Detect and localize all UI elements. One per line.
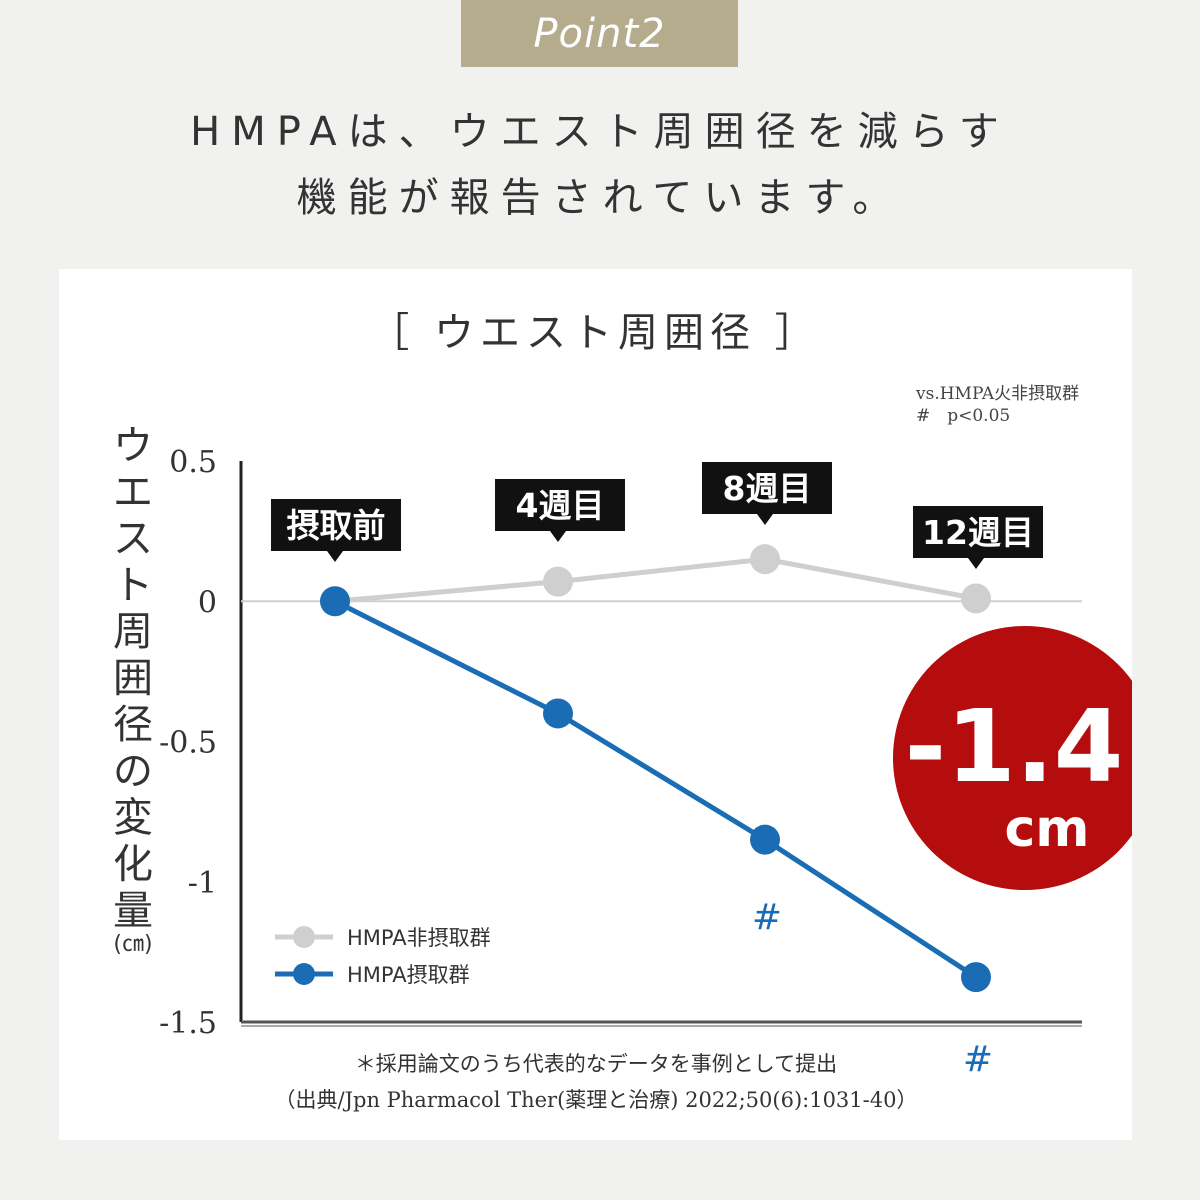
chart-panel: ［ ウエスト周囲径 ］ vs.HMPA火非摂取群 # p<0.05 ウエスト周囲径の変… [59,269,1132,1140]
significance-note-line: # p<0.05 [916,406,1010,426]
y-axis-label-char: ト [113,563,153,609]
data-point-control [543,566,573,597]
data-point-treatment [961,962,991,993]
y-axis-unit: (㎝) [113,932,152,957]
data-point-treatment [320,586,350,617]
category-pointer [757,514,773,525]
legend-marker [293,963,315,985]
y-axis-label-char: 囲 [113,656,153,702]
category-label-box [702,462,832,514]
significance-mark: # [963,1039,993,1080]
category-label: 12週目 [922,513,1034,552]
significance-note-line: vs.HMPA火非摂取群 [915,384,1079,404]
series-line-control [334,556,977,604]
y-axis-label-char: 量 [113,888,153,934]
y-axis-label-char: の [113,749,153,795]
reduction-callout-value: -1.4 [905,688,1124,805]
category-label-box [913,506,1043,558]
data-point-control [961,583,991,614]
headline-line-2: 機能が報告されています。 [296,175,904,221]
y-tick-label: -0.5 [159,726,217,761]
y-tick-label: 0.5 [169,445,217,480]
y-axis-label-char: ウ [113,423,153,469]
reduction-callout-circle [893,626,1132,890]
category-pointer [327,551,343,562]
y-axis-label-char: 変 [113,795,153,841]
category-pointer [968,558,984,569]
category-label-box [271,499,401,551]
footnote-line: ＊採用論文のうち代表的なデータを事例として提出 [355,1052,837,1076]
category-label: 摂取前 [287,506,386,545]
headline-line-1: HMPAは、ウエスト周囲径を減らす [190,109,1010,155]
y-axis-label-char: エ [113,470,153,516]
point-badge: Point2 [461,0,738,67]
category-label: 8週目 [723,469,812,508]
chart-title: ［ ウエスト周囲径 ］ [369,310,820,356]
category-pointer [550,531,566,542]
y-tick-label: -1 [188,866,217,901]
reduction-callout-unit: cm [1004,799,1089,859]
significance-mark: # [752,897,782,938]
y-axis-label-char: ス [113,516,153,562]
footnote-line: （出典/Jpn Pharmacol Ther(薬理と治療) 2022;50(6)… [275,1088,918,1112]
y-axis-label-char: 化 [113,842,153,888]
category-label: 4週目 [516,486,605,525]
y-tick-label: -1.5 [159,1006,217,1041]
series-line-treatment [333,599,978,980]
waist-chart: ［ ウエスト周囲径 ］ vs.HMPA火非摂取群# p<0.05 ウエスト周囲径の変… [113,310,1132,1112]
legend-label: HMPA非摂取群 [347,926,491,950]
legend-marker [293,926,315,948]
y-tick-label: 0 [198,585,217,620]
data-point-control [750,544,780,575]
legend-label: HMPA摂取群 [347,963,470,987]
data-point-treatment [543,698,573,729]
category-label-box [495,479,625,531]
data-point-treatment [750,824,780,855]
y-axis-label-char: 径 [113,702,153,748]
y-axis-label-char: 周 [113,609,153,655]
